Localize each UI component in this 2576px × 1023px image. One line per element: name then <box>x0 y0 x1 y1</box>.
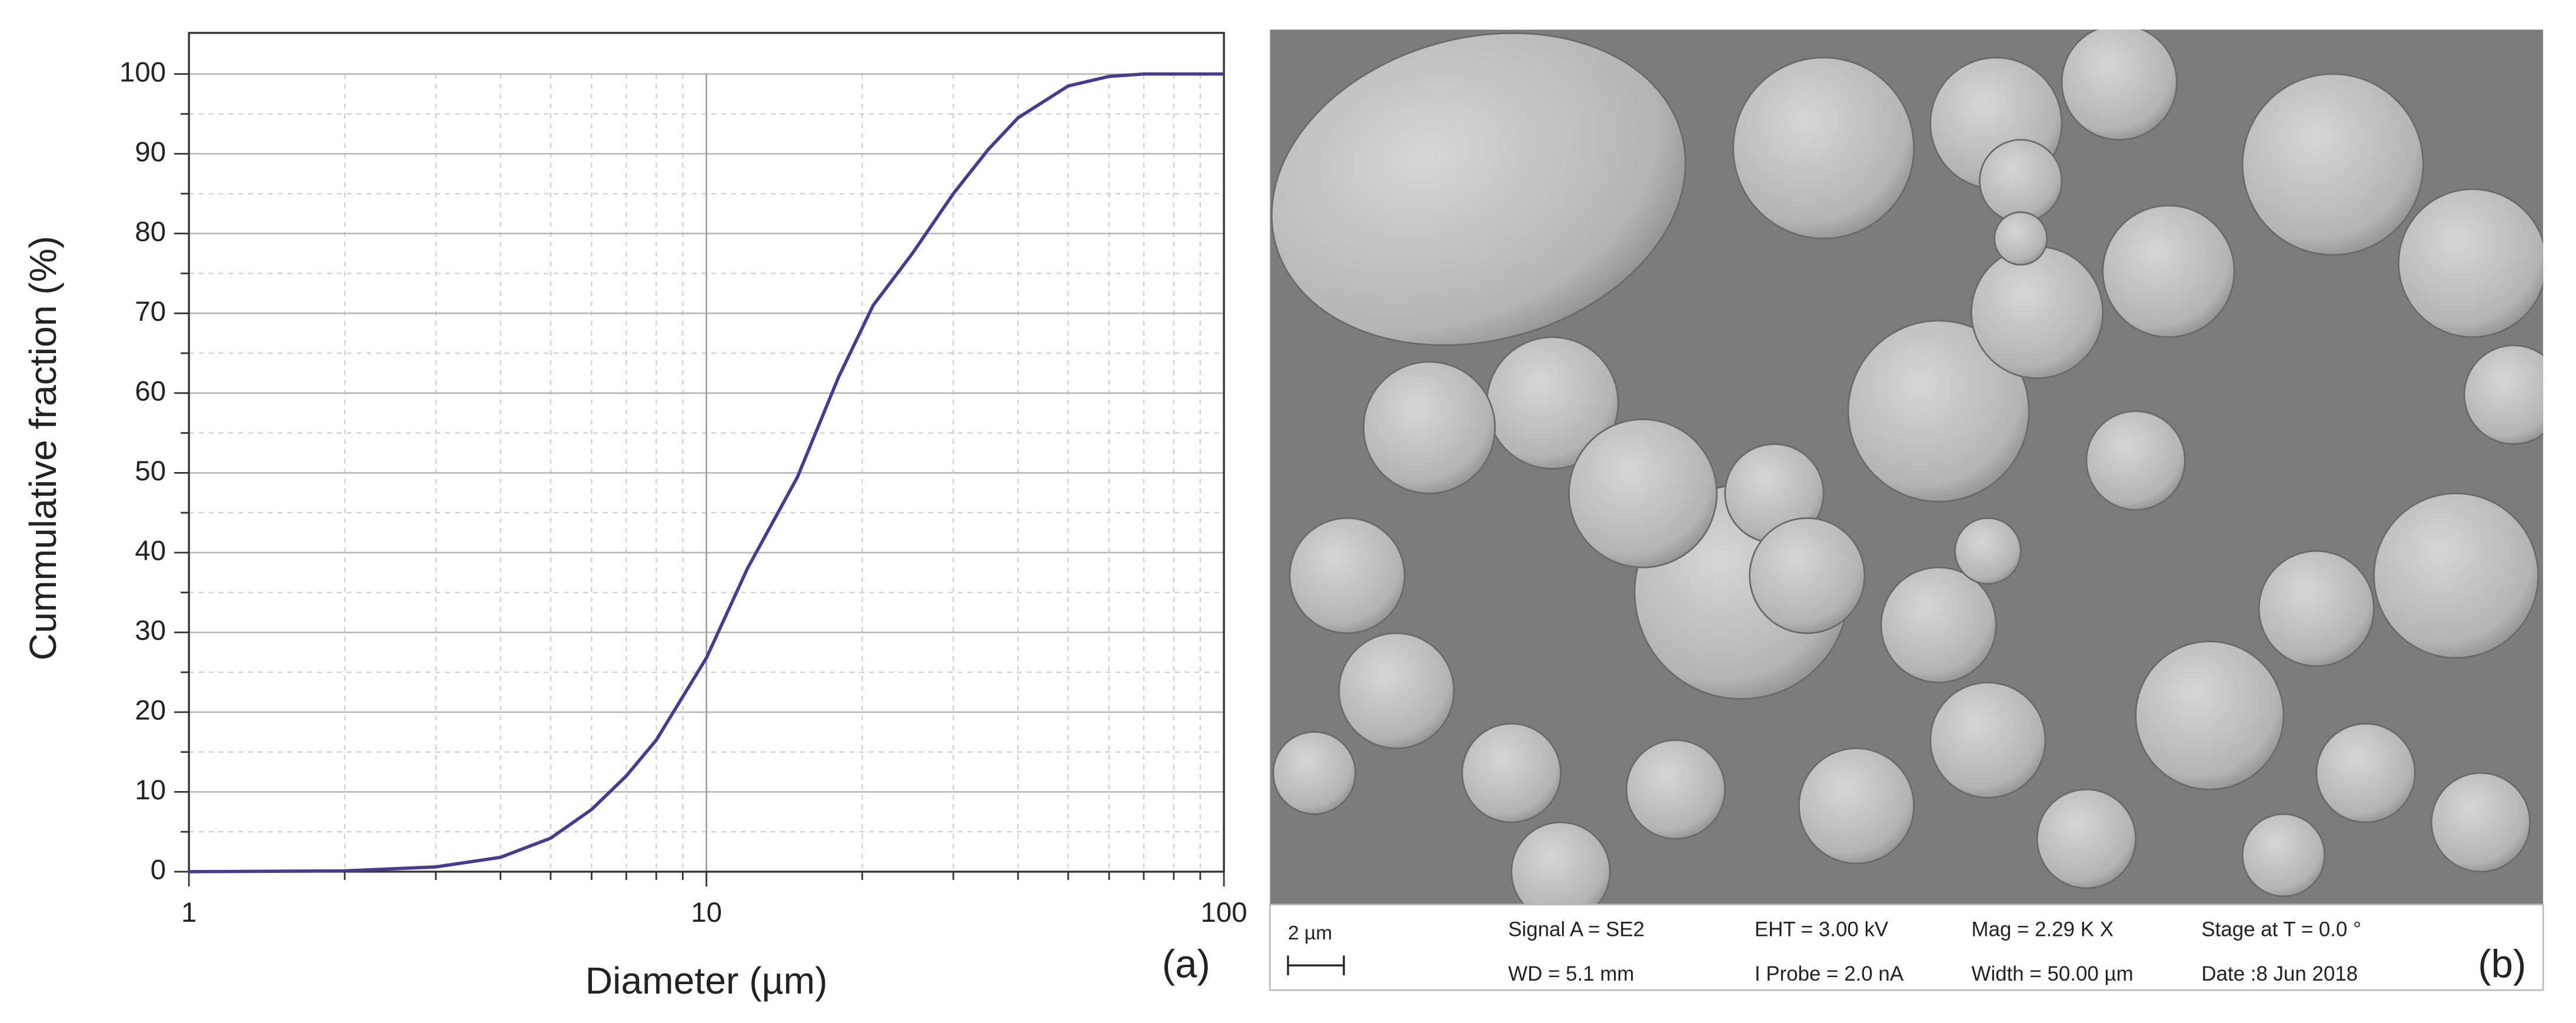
y-tick-label: 20 <box>135 695 166 726</box>
particle <box>2102 204 2235 338</box>
sem-info-text: Mag = 2.29 K X <box>1972 918 2114 941</box>
particle <box>1971 245 2104 380</box>
particle <box>1929 682 2046 799</box>
panel-label: (b) <box>2478 942 2526 987</box>
sem-info-text: I Probe = 2.0 nA <box>1755 962 1904 985</box>
particle <box>1979 139 2063 223</box>
sem-info-bar <box>1269 904 2544 991</box>
particle <box>1749 517 1866 635</box>
scale-bar-label: 2 µm <box>1288 922 1332 944</box>
x-tick-label: 1 <box>181 897 197 928</box>
particle <box>2061 29 2178 141</box>
particle <box>1625 739 1726 840</box>
particle <box>1993 211 2048 266</box>
particle <box>1732 57 1915 240</box>
y-tick-label: 30 <box>135 615 166 646</box>
particle <box>2373 492 2540 659</box>
panel-label: (a) <box>1162 942 1210 987</box>
particle <box>2241 813 2326 898</box>
particle <box>2135 640 2285 790</box>
data-line <box>189 72 1224 873</box>
particle <box>1338 632 1455 749</box>
particle <box>1363 361 1496 494</box>
sem-info-text: Width = 50.00 µm <box>1972 962 2134 985</box>
y-tick-label: 70 <box>135 296 166 327</box>
particle <box>2315 723 2416 823</box>
x-tick-label: 100 <box>1201 897 1247 928</box>
particle <box>2036 788 2137 889</box>
x-axis-label: Diameter (µm) <box>585 959 828 1002</box>
particle <box>1954 517 2022 585</box>
particle <box>2258 550 2375 667</box>
particle <box>2241 73 2424 256</box>
y-tick-label: 50 <box>135 456 166 487</box>
sem-image <box>1270 29 2544 905</box>
particle <box>1270 32 1686 346</box>
sem-info-text: Date :8 Jun 2018 <box>2201 962 2358 985</box>
y-tick-label: 90 <box>135 137 166 168</box>
y-tick-label: 80 <box>135 216 166 247</box>
particle <box>1510 821 1611 905</box>
y-tick-label: 40 <box>135 535 166 566</box>
particle <box>2463 344 2544 445</box>
particle <box>1847 320 2030 503</box>
particle <box>1880 566 1997 683</box>
y-axis-label: Cummulative fraction (%) <box>22 236 64 660</box>
x-tick-label: 10 <box>691 897 722 928</box>
y-tick-label: 0 <box>151 854 166 885</box>
particle <box>1461 723 1562 823</box>
particle <box>2398 188 2544 338</box>
particle <box>2085 410 2186 511</box>
sem-info-text: EHT = 3.00 kV <box>1755 918 1889 941</box>
y-tick-label: 10 <box>135 775 166 806</box>
particle <box>1798 747 1915 865</box>
axes-frame <box>188 32 1225 873</box>
particle <box>1272 731 1356 815</box>
scale-bar <box>1287 955 1345 975</box>
sem-info-text: WD = 5.1 mm <box>1508 962 1634 985</box>
particle <box>1289 517 1406 635</box>
y-tick-label: 60 <box>135 376 166 407</box>
sem-info-text: Stage at T = 0.0 ° <box>2201 918 2361 941</box>
sem-info-text: Signal A = SE2 <box>1508 918 1645 941</box>
particle <box>2430 772 2531 873</box>
particle <box>1568 418 1718 569</box>
y-tick-label: 100 <box>119 57 166 88</box>
